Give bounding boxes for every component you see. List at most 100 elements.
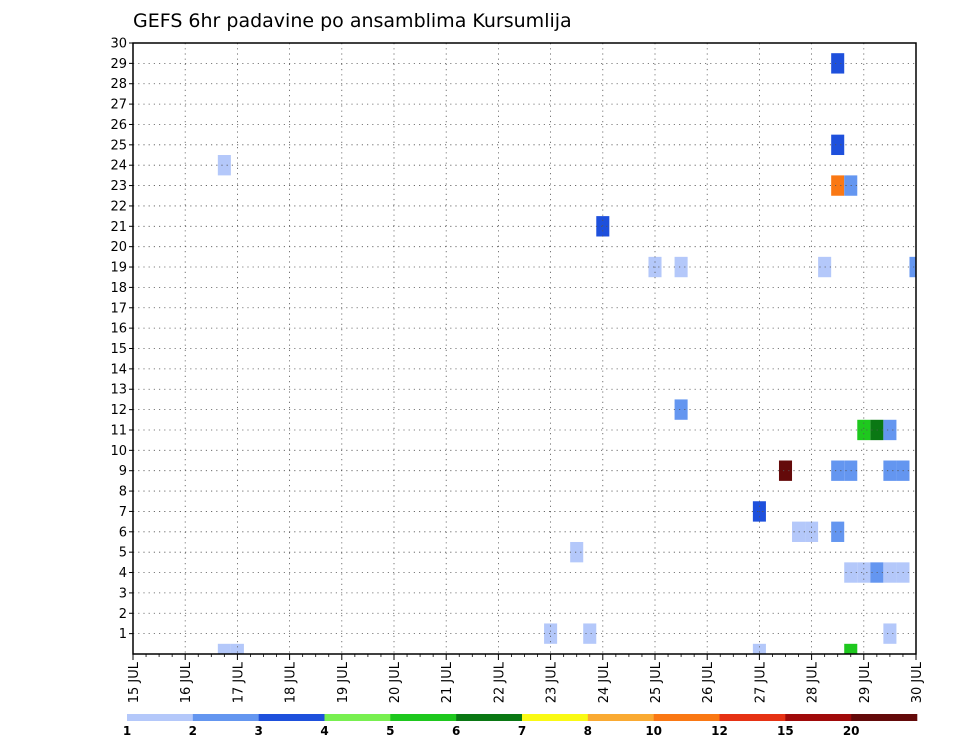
y-tick-label: 22 [110,199,127,214]
y-tick-label: 12 [110,403,127,418]
heatmap-cell [752,643,766,654]
heatmap-cell [883,562,897,583]
heatmap-cell [857,562,871,583]
grid-lines [133,43,916,654]
heatmap-cell [831,175,845,196]
heatmap-cell [674,256,688,278]
y-axis: 1234567891011121314151617181920212223242… [110,37,133,642]
x-tick-label: 19 JUL [336,661,351,703]
x-tick-label: 16 JUL [179,661,194,703]
x-tick-label: 27 JUL [753,661,768,703]
colorbar-swatch [390,714,457,721]
colorbar-swatch [785,714,852,721]
heatmap-cell [844,643,858,654]
colorbar-label: 15 [777,724,794,738]
heatmap-cell [831,134,845,156]
chart-title: GEFS 6hr padavine po ansamblima Kursumli… [133,10,572,32]
x-tick-label: 24 JUL [597,661,612,703]
colorbar-swatch [587,714,654,721]
y-tick-label: 16 [110,322,127,337]
heatmap-cell [805,521,819,542]
colorbar-swatch [258,714,325,721]
colorbar-label: 6 [452,724,460,738]
y-tick-label: 19 [110,261,127,276]
colorbar-swatch [456,714,523,721]
x-tick-label: 26 JUL [701,661,716,703]
colorbar-label: 8 [584,724,592,738]
heatmap-cell [883,460,897,481]
plot-frame [132,42,917,655]
heatmap-cell [230,643,244,654]
y-tick-label: 21 [110,220,127,235]
y-tick-label: 2 [119,607,127,622]
y-tick-label: 23 [110,179,127,194]
colorbar-swatch [324,714,391,721]
y-tick-label: 25 [110,138,127,153]
y-tick-label: 17 [110,301,127,316]
y-tick-label: 24 [110,159,127,174]
colorbar-swatch [851,714,918,721]
heatmap-cell [909,256,916,278]
heatmap-cell [831,53,845,74]
colorbar-swatch [719,714,786,721]
heatmap-cell [544,623,558,644]
heatmap-cell [778,460,793,481]
y-tick-label: 28 [110,77,127,92]
heatmap-cell [792,521,806,542]
colorbar: 1 2 3 4 5 6 7 8 10 12 15 20 [123,714,918,738]
x-tick-label: 15 JUL [127,661,142,703]
y-tick-label: 26 [110,118,127,133]
heatmap-cell [583,623,597,644]
colorbar-label: 3 [254,724,262,738]
x-tick-label: 17 JUL [231,661,246,703]
colorbar-label: 4 [320,724,328,738]
y-tick-label: 5 [119,546,127,561]
heatmap-cell [831,460,845,481]
heatmap-cell [217,643,231,654]
x-tick-label: 28 JUL [806,661,821,703]
y-tick-label: 13 [110,383,127,398]
heatmap-cell [831,521,845,542]
heatmap-cell [596,216,610,237]
y-tick-label: 6 [119,525,127,540]
heatmap-cell [857,419,871,441]
x-tick-label: 29 JUL [858,661,873,703]
y-tick-label: 15 [110,342,127,357]
colorbar-swatch [522,714,589,721]
x-tick-label: 18 JUL [284,661,299,703]
y-tick-label: 14 [110,362,127,377]
heatmap-cell [570,541,584,563]
heatmap-cell [883,623,897,644]
colorbar-label: 10 [645,724,662,738]
heatmap-cell [674,399,688,420]
y-tick-label: 29 [110,57,127,72]
colorbar-label: 2 [189,724,197,738]
colorbar-label: 5 [386,724,394,738]
x-tick-label: 20 JUL [388,661,403,703]
colorbar-swatch [653,714,720,721]
y-tick-label: 30 [110,37,127,52]
x-axis: 15 JUL 16 JUL 17 JUL 18 JUL 19 JUL 20 JUL 21 J… [127,654,925,703]
x-tick-label: 21 JUL [440,661,455,703]
y-tick-label: 18 [110,281,127,296]
y-tick-label: 20 [110,240,127,255]
colorbar-label: 1 [123,724,131,738]
colorbar-label: 20 [843,724,860,738]
x-tick-label: 22 JUL [492,661,507,703]
colorbar-swatch [127,714,194,721]
y-tick-label: 1 [119,627,127,642]
colorbar-swatch [192,714,259,721]
heatmap-cell [217,155,231,176]
y-tick-label: 3 [119,586,127,601]
x-tick-label: 30 JUL [910,661,925,703]
y-tick-label: 10 [110,444,127,459]
y-tick-label: 27 [110,98,127,113]
colorbar-label: 7 [518,724,526,738]
x-tick-label: 23 JUL [545,661,560,703]
y-tick-label: 7 [119,505,127,520]
heatmap-cell [883,419,897,441]
colorbar-label: 12 [711,724,728,738]
x-tick-label: 25 JUL [649,661,664,703]
y-tick-label: 9 [119,464,127,479]
